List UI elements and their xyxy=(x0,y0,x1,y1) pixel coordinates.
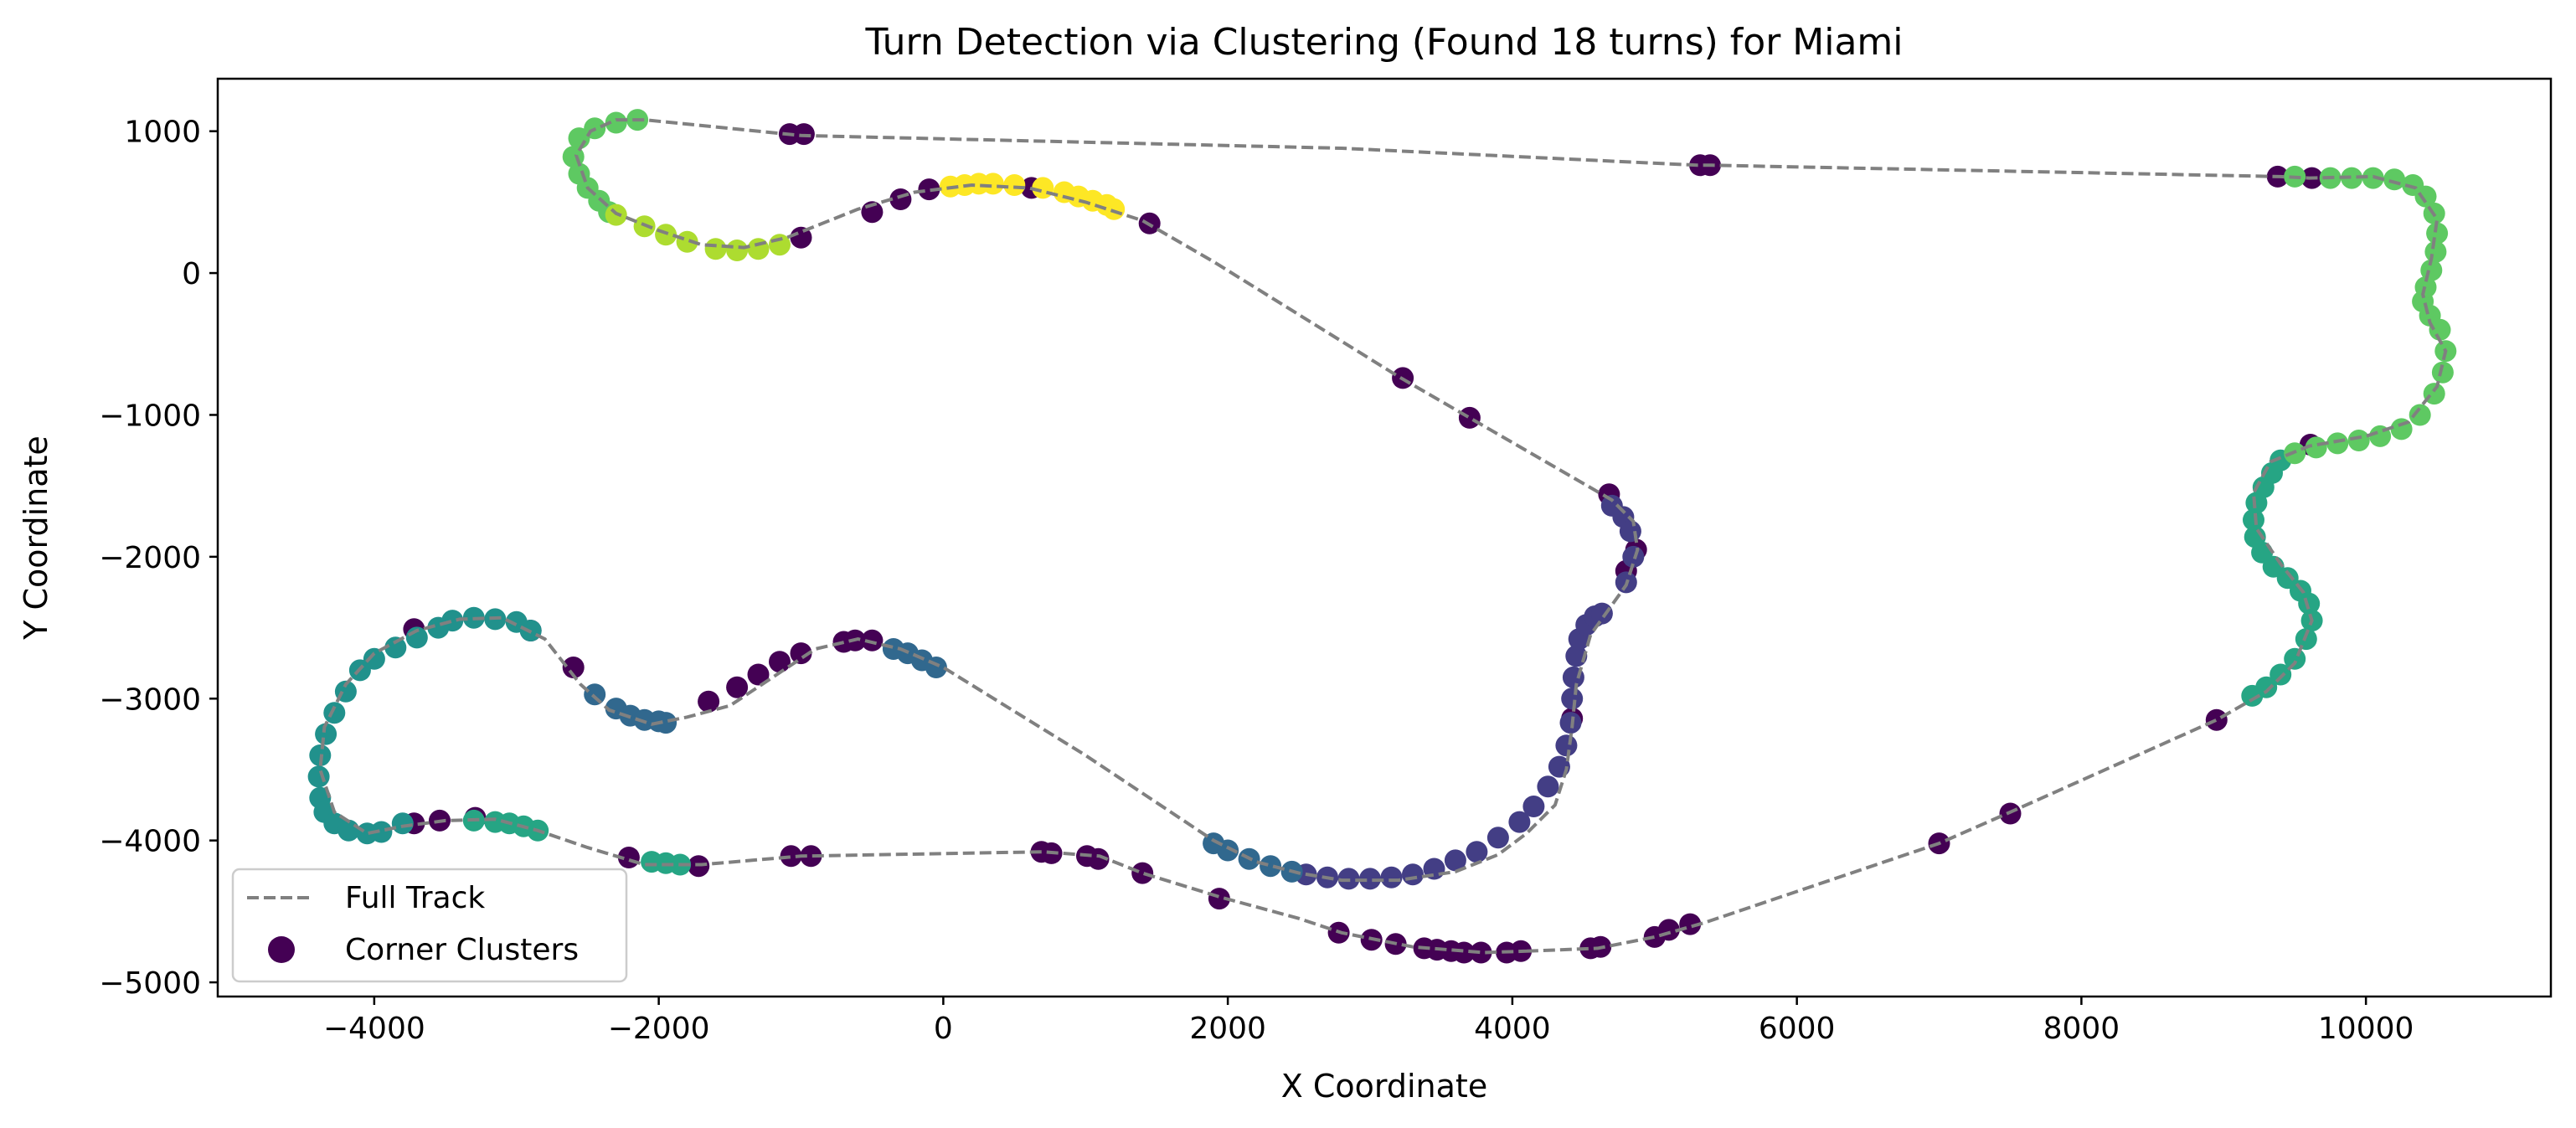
cluster-point xyxy=(2402,174,2424,196)
cluster-point xyxy=(1486,827,1509,849)
y-tick-label: −1000 xyxy=(99,399,201,433)
cluster-point xyxy=(889,188,912,210)
x-tick-label: 2000 xyxy=(1189,1012,1266,1046)
cluster-point xyxy=(568,127,590,150)
cluster-point xyxy=(1590,602,1613,625)
cluster-point xyxy=(323,702,346,724)
cluster-point xyxy=(981,173,1004,195)
cluster-point xyxy=(2431,361,2454,384)
cluster-point xyxy=(1217,839,1239,862)
y-tick-label: 1000 xyxy=(124,116,201,150)
chart-title: Turn Detection via Clustering (Found 18 … xyxy=(864,21,1903,64)
cluster-point xyxy=(2409,404,2431,426)
cluster-point xyxy=(676,230,698,253)
cluster-point xyxy=(769,651,791,673)
y-tick-label: −5000 xyxy=(99,966,201,1001)
cluster-point xyxy=(1466,841,1488,863)
cluster-point xyxy=(2205,708,2228,731)
plot-frame xyxy=(216,77,2553,998)
y-tick-label: −3000 xyxy=(99,682,201,717)
cluster-point xyxy=(747,663,770,686)
cluster-point xyxy=(1380,866,1403,888)
x-tick-label: 6000 xyxy=(1759,1012,1836,1046)
cluster-point xyxy=(1103,198,1126,220)
cluster-point xyxy=(1444,849,1466,872)
cluster-point xyxy=(747,238,770,260)
legend-label-full-track: Full Track xyxy=(345,881,485,915)
cluster-point xyxy=(704,238,727,260)
cluster-point xyxy=(1087,847,1110,870)
cluster-point xyxy=(918,178,940,201)
cluster-point xyxy=(2243,508,2264,531)
cluster-point xyxy=(1260,855,1282,878)
legend-box xyxy=(231,868,628,983)
cluster-point xyxy=(1458,406,1481,429)
cluster-point xyxy=(2305,436,2327,459)
cluster-point xyxy=(698,690,720,713)
legend-cluster-marker xyxy=(268,936,295,963)
cluster-point xyxy=(1359,868,1381,890)
cluster-point xyxy=(2347,430,2370,451)
y-tick-label: −2000 xyxy=(99,541,201,575)
cluster-point xyxy=(605,111,627,134)
cluster-point xyxy=(1003,174,1026,196)
cluster-point xyxy=(1508,811,1531,833)
cluster-point xyxy=(726,240,749,261)
cluster-point xyxy=(2255,676,2278,698)
cluster-point xyxy=(2326,432,2349,455)
cluster-point xyxy=(790,642,812,665)
legend-label-corner-clusters: Corner Clusters xyxy=(345,933,579,967)
cluster-point xyxy=(1470,941,1492,964)
cluster-point xyxy=(384,636,407,659)
cluster-point xyxy=(1131,862,1154,884)
full-track-line xyxy=(318,118,2448,955)
cluster-point xyxy=(1619,520,1641,543)
y-tick-label: 0 xyxy=(182,257,201,291)
cluster-point xyxy=(780,845,802,868)
x-tick-label: 10000 xyxy=(2318,1012,2414,1046)
cluster-point xyxy=(1402,863,1424,886)
cluster-point xyxy=(370,821,393,843)
cluster-point xyxy=(1453,941,1476,964)
cluster-point xyxy=(1522,796,1545,817)
cluster-point xyxy=(584,683,606,706)
plot-area xyxy=(218,79,2551,997)
cluster-point xyxy=(562,657,585,678)
cluster-point xyxy=(726,676,749,698)
cluster-point xyxy=(307,765,330,788)
cluster-point xyxy=(1561,688,1584,710)
cluster-point xyxy=(790,226,812,249)
x-tick-label: 8000 xyxy=(2043,1012,2120,1046)
cluster-point xyxy=(2383,168,2406,191)
cluster-point xyxy=(2424,240,2447,263)
cluster-point xyxy=(1559,712,1582,734)
x-axis-label: X Coordinate xyxy=(1281,1068,1487,1105)
legend: Full Track Corner Clusters xyxy=(231,868,628,983)
x-tick-label: −2000 xyxy=(608,1012,710,1046)
cluster-point xyxy=(2269,663,2292,686)
cluster-point xyxy=(1208,888,1230,910)
y-tick-label: −4000 xyxy=(99,825,201,859)
x-tick-label: 0 xyxy=(934,1012,953,1046)
cluster-point xyxy=(800,845,822,868)
cluster-point xyxy=(391,812,414,835)
cluster-point xyxy=(861,629,884,652)
cluster-point xyxy=(1537,775,1559,798)
cluster-point xyxy=(2341,167,2363,189)
cluster-point xyxy=(1555,734,1578,757)
cluster-point xyxy=(655,712,677,734)
y-axis-label: Y Coordinate xyxy=(18,435,54,641)
x-tick-label: −4000 xyxy=(323,1012,425,1046)
cluster-point xyxy=(315,723,337,745)
cluster-point xyxy=(925,657,947,678)
cluster-point xyxy=(2284,647,2306,670)
x-tick-label: 4000 xyxy=(1474,1012,1551,1046)
cluster-point xyxy=(2426,222,2449,245)
cluster-point xyxy=(655,224,677,246)
